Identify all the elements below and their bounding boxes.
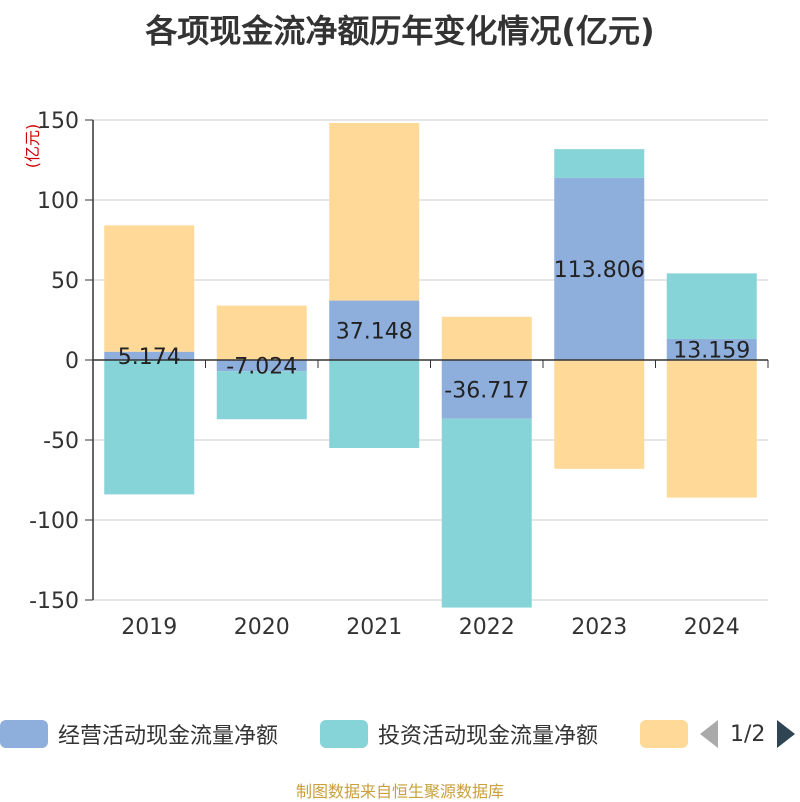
- bar-2023-series-1: [554, 149, 645, 178]
- legend-pager: 1/2: [700, 716, 796, 752]
- y-tick-label: 150: [37, 109, 79, 134]
- bar-2019-series-2: [104, 225, 195, 352]
- data-label-2019: 5.174: [118, 345, 181, 370]
- data-labels: 5.174 -7.024 37.148 -36.717 113.806 13.159: [118, 258, 750, 403]
- bar-2021-series-2: [329, 122, 420, 301]
- bar-2020-series-2: [216, 305, 307, 360]
- bar-2023-series-2: [554, 360, 645, 469]
- x-tick-label-2020: 2020: [234, 615, 290, 640]
- chart-plot: 150 100 50 0 -50 -100 -150 (亿元) 2019 2020 2021 2022…: [23, 109, 769, 640]
- bars: [104, 122, 757, 608]
- y-tick-label: 50: [51, 269, 79, 294]
- x-tick-label-2023: 2023: [571, 615, 627, 640]
- legend-swatch-investing: [320, 720, 368, 748]
- x-tick-label-2019: 2019: [121, 615, 177, 640]
- data-label-2023: 113.806: [554, 258, 645, 283]
- y-tick-label: -50: [43, 429, 79, 454]
- y-tick-label: 0: [65, 349, 79, 374]
- grid-lines: [93, 119, 768, 601]
- data-label-2021: 37.148: [336, 319, 413, 344]
- bar-2024-series-0: [666, 338, 757, 360]
- bar-2023-series-0: [554, 177, 645, 360]
- y-tick-label: -150: [29, 589, 79, 614]
- data-label-2020: -7.024: [226, 355, 297, 380]
- bar-2019-series-0: [104, 351, 195, 360]
- bar-2020-series-1: [216, 371, 307, 420]
- pager-prev-icon[interactable]: [700, 720, 718, 748]
- axes: 150 100 50 0 -50 -100 -150 (亿元) 2019 2020 2021 2022…: [23, 109, 769, 640]
- legend-item-operating[interactable]: 经营活动现金流量净额: [0, 716, 278, 752]
- bar-2022-series-1: [441, 418, 532, 608]
- x-tick-label-2021: 2021: [346, 615, 402, 640]
- chart-title: 各项现金流净额历年变化情况(亿元): [145, 12, 655, 50]
- bar-2021-series-0: [329, 300, 420, 360]
- legend-label-operating: 经营活动现金流量净额: [58, 724, 279, 749]
- bar-2021-series-1: [329, 360, 420, 448]
- bar-2019-series-1: [104, 360, 195, 495]
- y-axis-unit-label: (亿元): [23, 124, 42, 169]
- legend-item-investing[interactable]: 投资活动现金流量净额: [320, 716, 598, 752]
- x-tick-label-2022: 2022: [459, 615, 515, 640]
- legend-swatch-operating: [0, 720, 48, 748]
- legend-label-investing: 投资活动现金流量净额: [378, 724, 599, 749]
- legend-swatch-financing: [640, 720, 688, 748]
- y-tick-label: -100: [29, 509, 79, 534]
- bar-2022-series-2: [441, 316, 532, 360]
- legend-item-financing[interactable]: [640, 716, 698, 752]
- legend: 经营活动现金流量净额 投资活动现金流量净额 1/2: [0, 716, 800, 756]
- bar-2024-series-2: [666, 360, 757, 498]
- bar-2024-series-1: [666, 273, 757, 339]
- bar-2022-series-0: [441, 360, 532, 419]
- pager-next-icon[interactable]: [777, 720, 796, 748]
- data-label-2022: -36.717: [444, 378, 529, 403]
- pager-page-text: 1/2: [730, 721, 766, 747]
- data-source-note: 制图数据来自恒生聚源数据库: [295, 782, 504, 801]
- x-tick-label-2024: 2024: [684, 615, 740, 640]
- bar-2020-series-0: [216, 360, 307, 372]
- data-label-2024: 13.159: [673, 338, 750, 363]
- y-tick-label: 100: [37, 189, 79, 214]
